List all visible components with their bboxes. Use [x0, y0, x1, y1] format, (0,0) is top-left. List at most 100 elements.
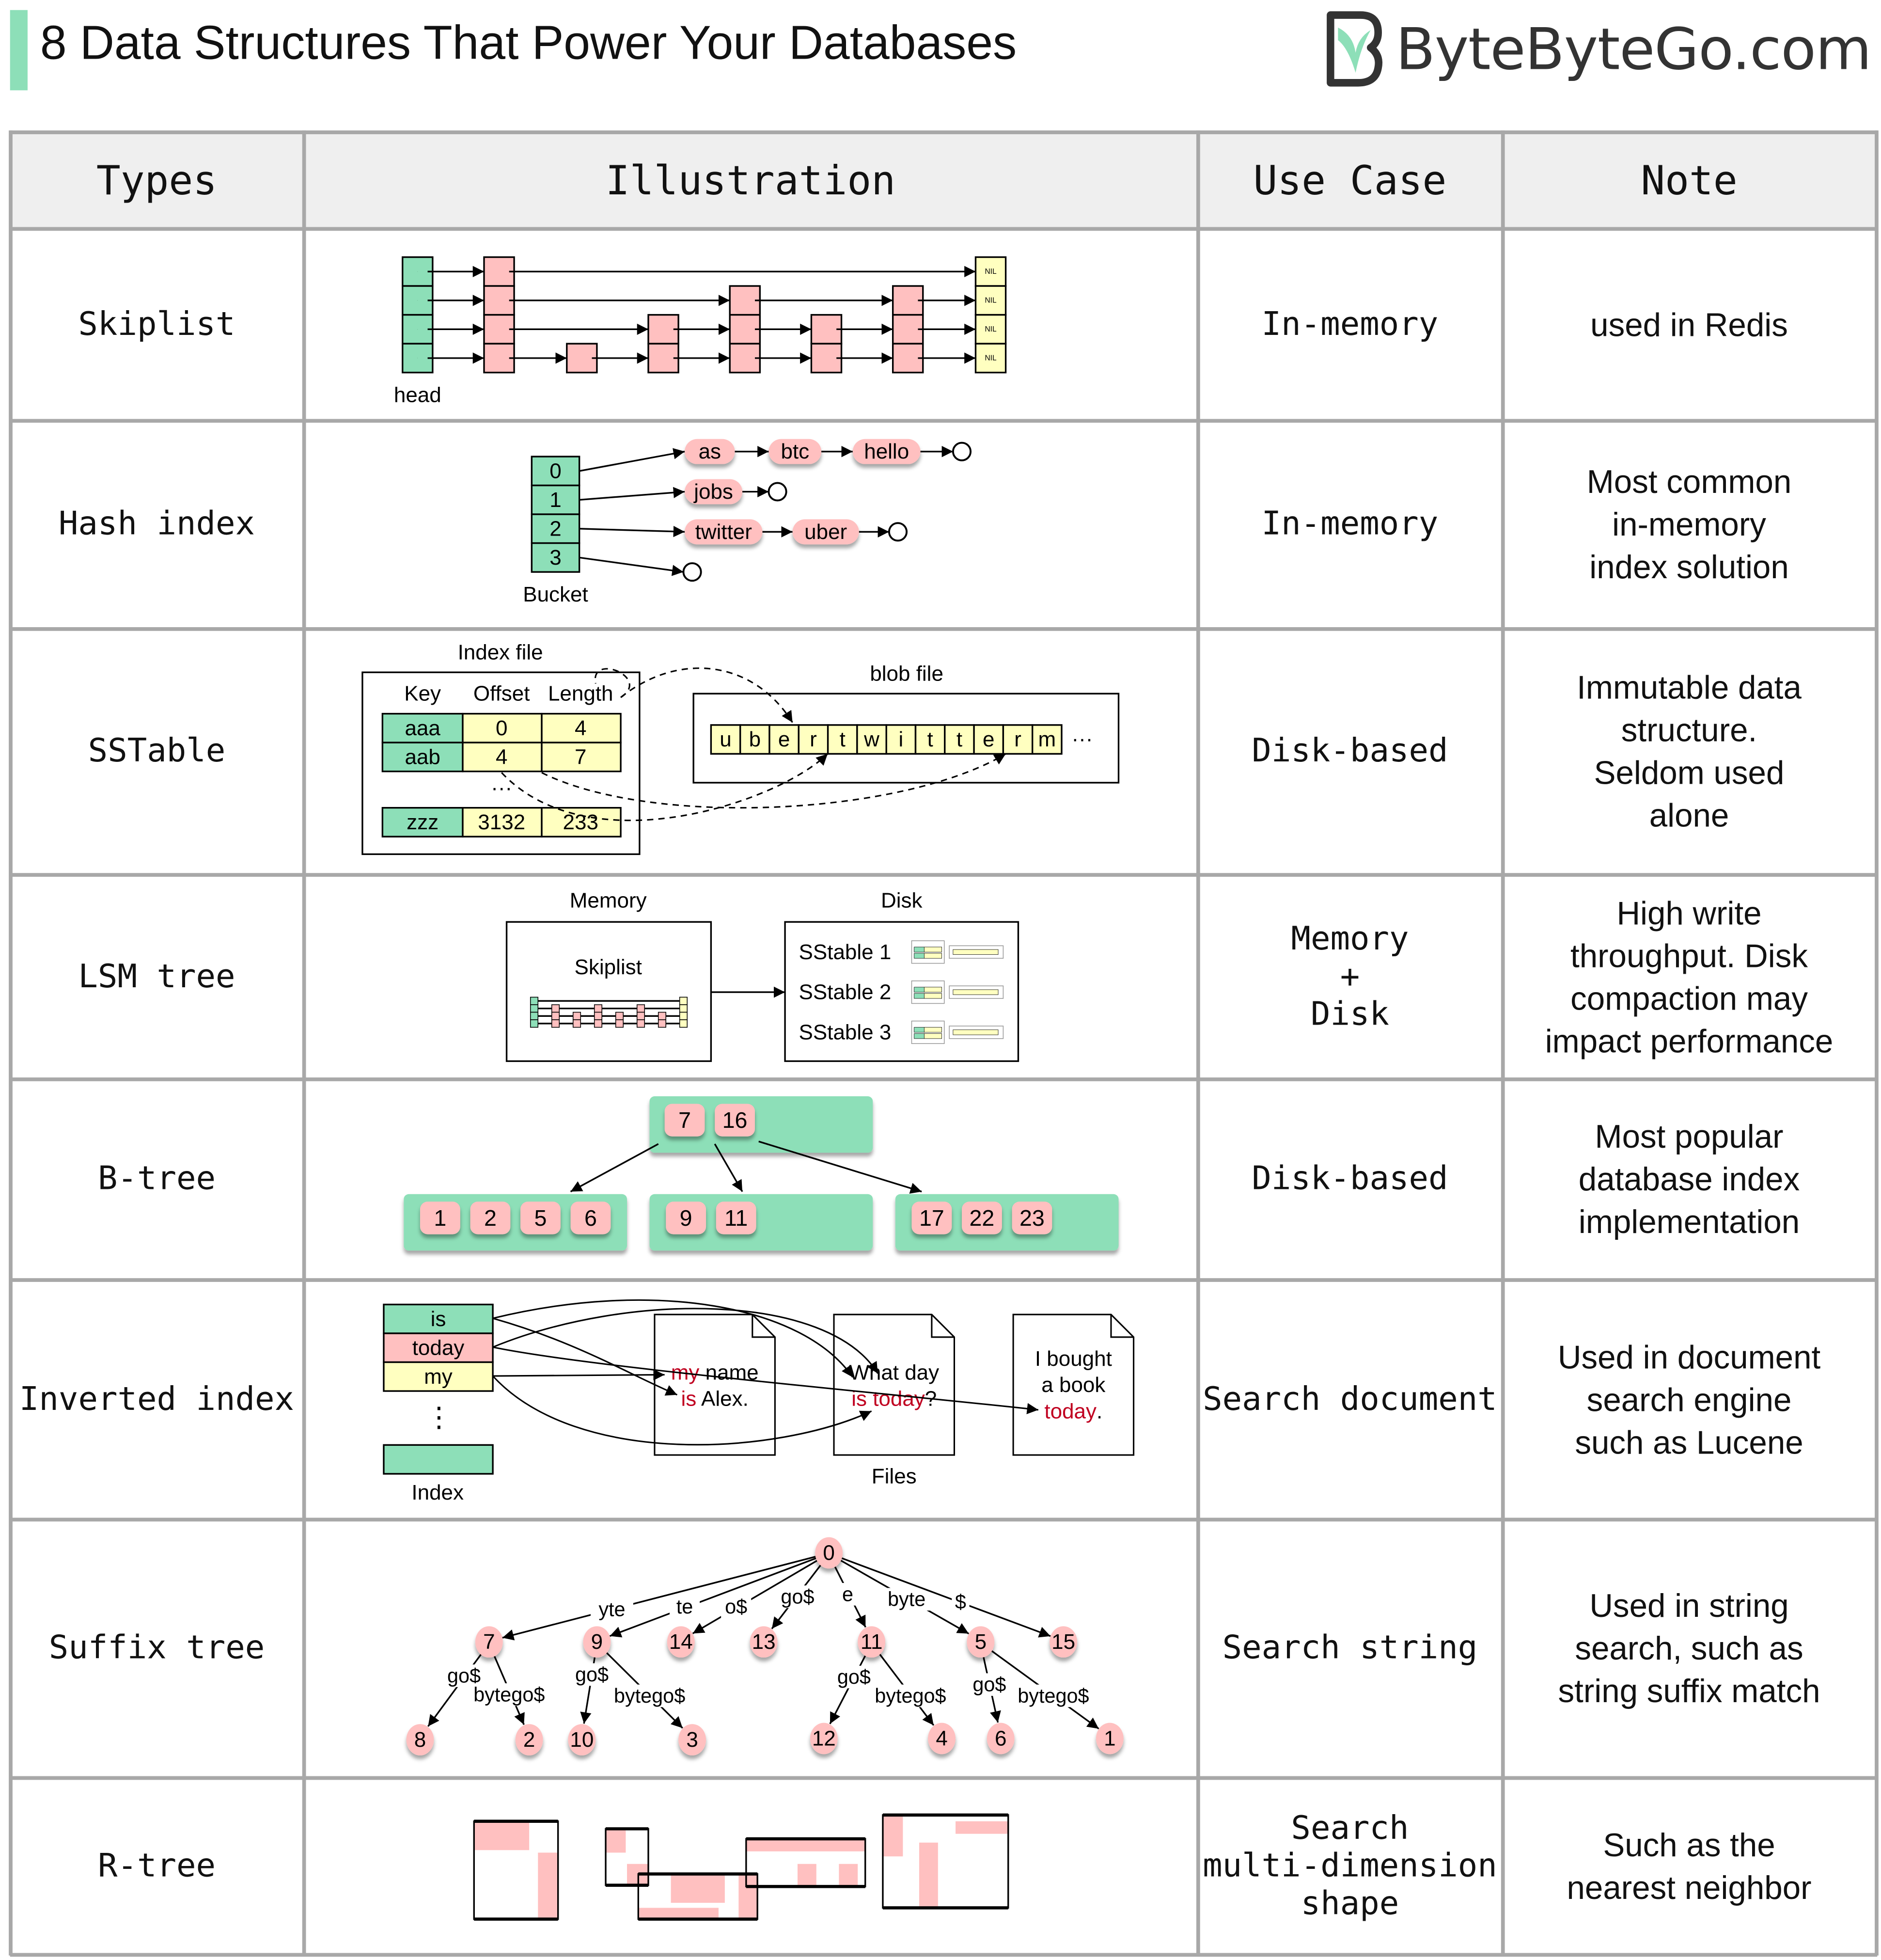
suffix-node: [858, 1626, 886, 1658]
mini-blob-cells: [953, 949, 999, 955]
mini-node-cell: [572, 1012, 581, 1020]
null-terminator: [888, 522, 908, 542]
suffix-edge: [841, 1557, 1051, 1638]
grid-line-horizontal: [10, 226, 1878, 230]
mini-nil-cell: [679, 996, 688, 1005]
blob-char: r: [810, 727, 817, 751]
null-terminator: [682, 562, 702, 582]
hash-entry: [792, 519, 859, 545]
note-lsm-tree: High write throughput. Disk compaction may…: [1502, 874, 1876, 1079]
note-line: Immutable data: [1577, 668, 1802, 707]
suffix-node-label: 15: [1051, 1630, 1075, 1654]
column-label: Length: [548, 682, 613, 706]
mini-node-cell: [551, 1012, 560, 1020]
type-inverted-index: Inverted index: [19, 1380, 295, 1418]
edge-label: $: [955, 1591, 966, 1613]
note-suffix-tree: Used in string search, such as string suff…: [1502, 1519, 1876, 1777]
suffix-node-label: 5: [975, 1630, 987, 1654]
type-skiplist: Skiplist: [78, 305, 235, 343]
mini-value-cell: [924, 947, 942, 952]
suffix-node-label: 0: [823, 1541, 834, 1565]
document-text-line: What day: [849, 1360, 939, 1384]
posting-link: [492, 1308, 878, 1374]
blob-char-cell: [739, 724, 770, 755]
blob-char: w: [863, 727, 879, 751]
spatial-object: [738, 1874, 758, 1919]
edge-label-bg: [462, 1683, 556, 1706]
document-text-line: I bought: [1035, 1346, 1112, 1370]
note-line: alone: [1649, 796, 1729, 835]
sstable-label: SStable 3: [799, 1020, 892, 1044]
hash-key: twitter: [695, 520, 752, 544]
edge-label: o$: [725, 1596, 747, 1618]
grid-line-horizontal: [10, 1517, 1878, 1521]
spatial-object: [606, 1829, 626, 1853]
btree-key: 9: [680, 1205, 692, 1231]
suffix-edge: [692, 1560, 818, 1634]
index-value: aaa: [405, 716, 440, 740]
grid-line-vertical: [1195, 130, 1200, 1956]
posting-link: [492, 1375, 872, 1446]
sstable-illustration: Index file Key Offset Length aaa 0 4 aab 4 7 zzz 31…: [361, 640, 1120, 855]
offset-link: [541, 753, 1006, 809]
edge-label-bg: [879, 1588, 935, 1611]
suffix-node-label: 2: [523, 1728, 535, 1752]
grid-line-horizontal: [10, 1775, 1878, 1780]
note-skiplist: used in Redis: [1502, 228, 1876, 420]
edge-label: go$: [972, 1674, 1006, 1696]
use-case-line: Disk: [1310, 995, 1390, 1033]
mini-nil-cell: [679, 1012, 688, 1020]
mini-blob-cells: [953, 989, 999, 995]
mini-value-cell: [924, 987, 942, 993]
nil-label: NIL: [985, 354, 997, 362]
column-header-note: Note: [1502, 131, 1876, 229]
grid-line-vertical: [1500, 130, 1505, 1956]
hash-key: as: [699, 440, 721, 463]
use-case-line: In-memory: [1261, 505, 1439, 543]
document-icon: [1012, 1313, 1135, 1456]
btree-key: 23: [1019, 1205, 1045, 1231]
use-case-hash-index: In-memory: [1198, 420, 1503, 629]
use-case-line: +: [1340, 957, 1360, 996]
document-icon: [833, 1313, 956, 1456]
note-line: structure.: [1621, 711, 1757, 749]
note-line: Most common: [1586, 462, 1792, 501]
btree-key: 2: [484, 1205, 497, 1231]
mini-key-cell: [914, 987, 925, 993]
note-line: such as Lucene: [1575, 1423, 1803, 1461]
note-inverted-index: Used in document search engine such as Luc…: [1502, 1280, 1876, 1519]
note-line: database index: [1578, 1160, 1800, 1198]
blob-char: i: [898, 727, 903, 751]
grid-line-horizontal: [10, 1277, 1878, 1281]
index-value: 233: [563, 810, 598, 834]
blob-char-cell: [973, 724, 1004, 755]
mini-node-cell: [658, 1012, 667, 1020]
note-line: implementation: [1578, 1202, 1800, 1241]
note-line: search, such as: [1575, 1629, 1803, 1667]
use-case-line: In-memory: [1261, 305, 1439, 343]
blob-char-cell: [914, 724, 946, 755]
sstable-label: SStable 2: [799, 980, 892, 1004]
note-line: High write: [1616, 893, 1762, 932]
use-case-line: Disk-based: [1252, 1160, 1448, 1198]
suffix-node-label: 8: [414, 1728, 426, 1752]
spatial-object: [956, 1821, 1008, 1834]
note-line: Used in string: [1589, 1586, 1789, 1625]
blob-char: t: [840, 727, 846, 751]
use-case-line: Search: [1291, 1809, 1409, 1847]
btree-key-box: [520, 1201, 561, 1234]
column-header-use-case: Use Case: [1197, 131, 1503, 229]
suffix-node: [667, 1626, 695, 1658]
edge-label-bg: [669, 1595, 700, 1618]
vertical-ellipsis: ⋮: [425, 1402, 453, 1433]
use-case-sstable: Disk-based: [1198, 629, 1503, 874]
length-cell: [541, 806, 622, 838]
suffix-node-label: 14: [669, 1630, 693, 1654]
document-word: Alex.: [696, 1387, 749, 1410]
btree-key: 1: [434, 1205, 446, 1231]
hash-index-illustration: 0 1 2 3 Bucket as btc hello jobs twitter uber: [523, 439, 972, 606]
note-line: index solution: [1589, 548, 1789, 586]
btree-key-box: [420, 1201, 460, 1234]
hash-entry: [685, 519, 763, 545]
suffix-node: [583, 1626, 611, 1658]
